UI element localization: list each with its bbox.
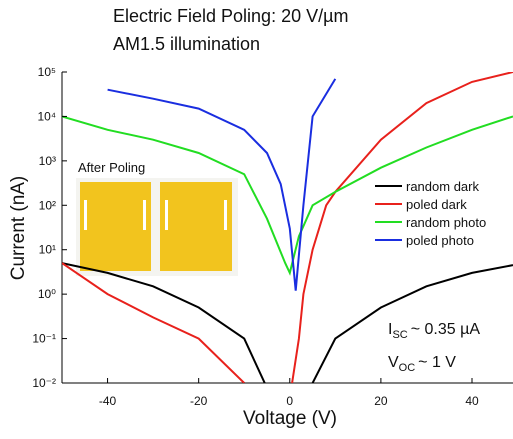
annotation-part: SC: [392, 329, 407, 341]
annotation-part: ~ 1 V: [418, 354, 456, 371]
legend-label: random photo: [406, 215, 486, 230]
y-tick-label: 10³: [39, 154, 56, 168]
y-tick-label: 10⁰: [38, 287, 56, 301]
x-tick-label: -20: [190, 394, 208, 408]
legend-label: random dark: [406, 179, 479, 194]
y-tick-label: 10⁴: [37, 109, 56, 123]
y-axis-label: Current (nA): [8, 176, 29, 281]
chart-title: Electric Field Poling: 20 V/µm: [113, 6, 348, 26]
x-tick-label: -40: [99, 394, 117, 408]
y-tick-label: 10⁵: [38, 65, 56, 79]
sample: [80, 182, 151, 271]
annotation-part: OC: [399, 362, 416, 374]
y-tick-label: 10⁻¹: [32, 332, 56, 346]
x-tick-label: 40: [465, 394, 479, 408]
sample: [160, 182, 232, 271]
annotation: VOC~ 1 V: [388, 354, 456, 374]
annotation-part: V: [388, 354, 399, 371]
x-tick-label: 0: [286, 394, 293, 408]
annotation-part: ~ 0.35 µA: [411, 321, 481, 338]
y-tick-label: 10¹: [39, 243, 56, 257]
chart: Electric Field Poling: 20 V/µm AM1.5 ill…: [0, 0, 513, 434]
electrode: [224, 200, 227, 230]
legend-label: poled dark: [406, 197, 467, 212]
electrode: [165, 200, 168, 230]
x-axis-label: Voltage (V): [243, 408, 337, 429]
chart-subtitle: AM1.5 illumination: [113, 34, 260, 54]
inset: After Poling: [76, 160, 238, 276]
y-tick-label: 10⁻²: [32, 376, 56, 390]
annotation: ISC~ 0.35 µA: [388, 321, 480, 341]
y-tick-label: 10²: [39, 198, 56, 212]
inset-label: After Poling: [78, 160, 145, 175]
electrode: [84, 200, 87, 230]
x-tick-label: 20: [374, 394, 388, 408]
legend-label: poled photo: [406, 233, 474, 248]
electrode: [143, 200, 146, 230]
